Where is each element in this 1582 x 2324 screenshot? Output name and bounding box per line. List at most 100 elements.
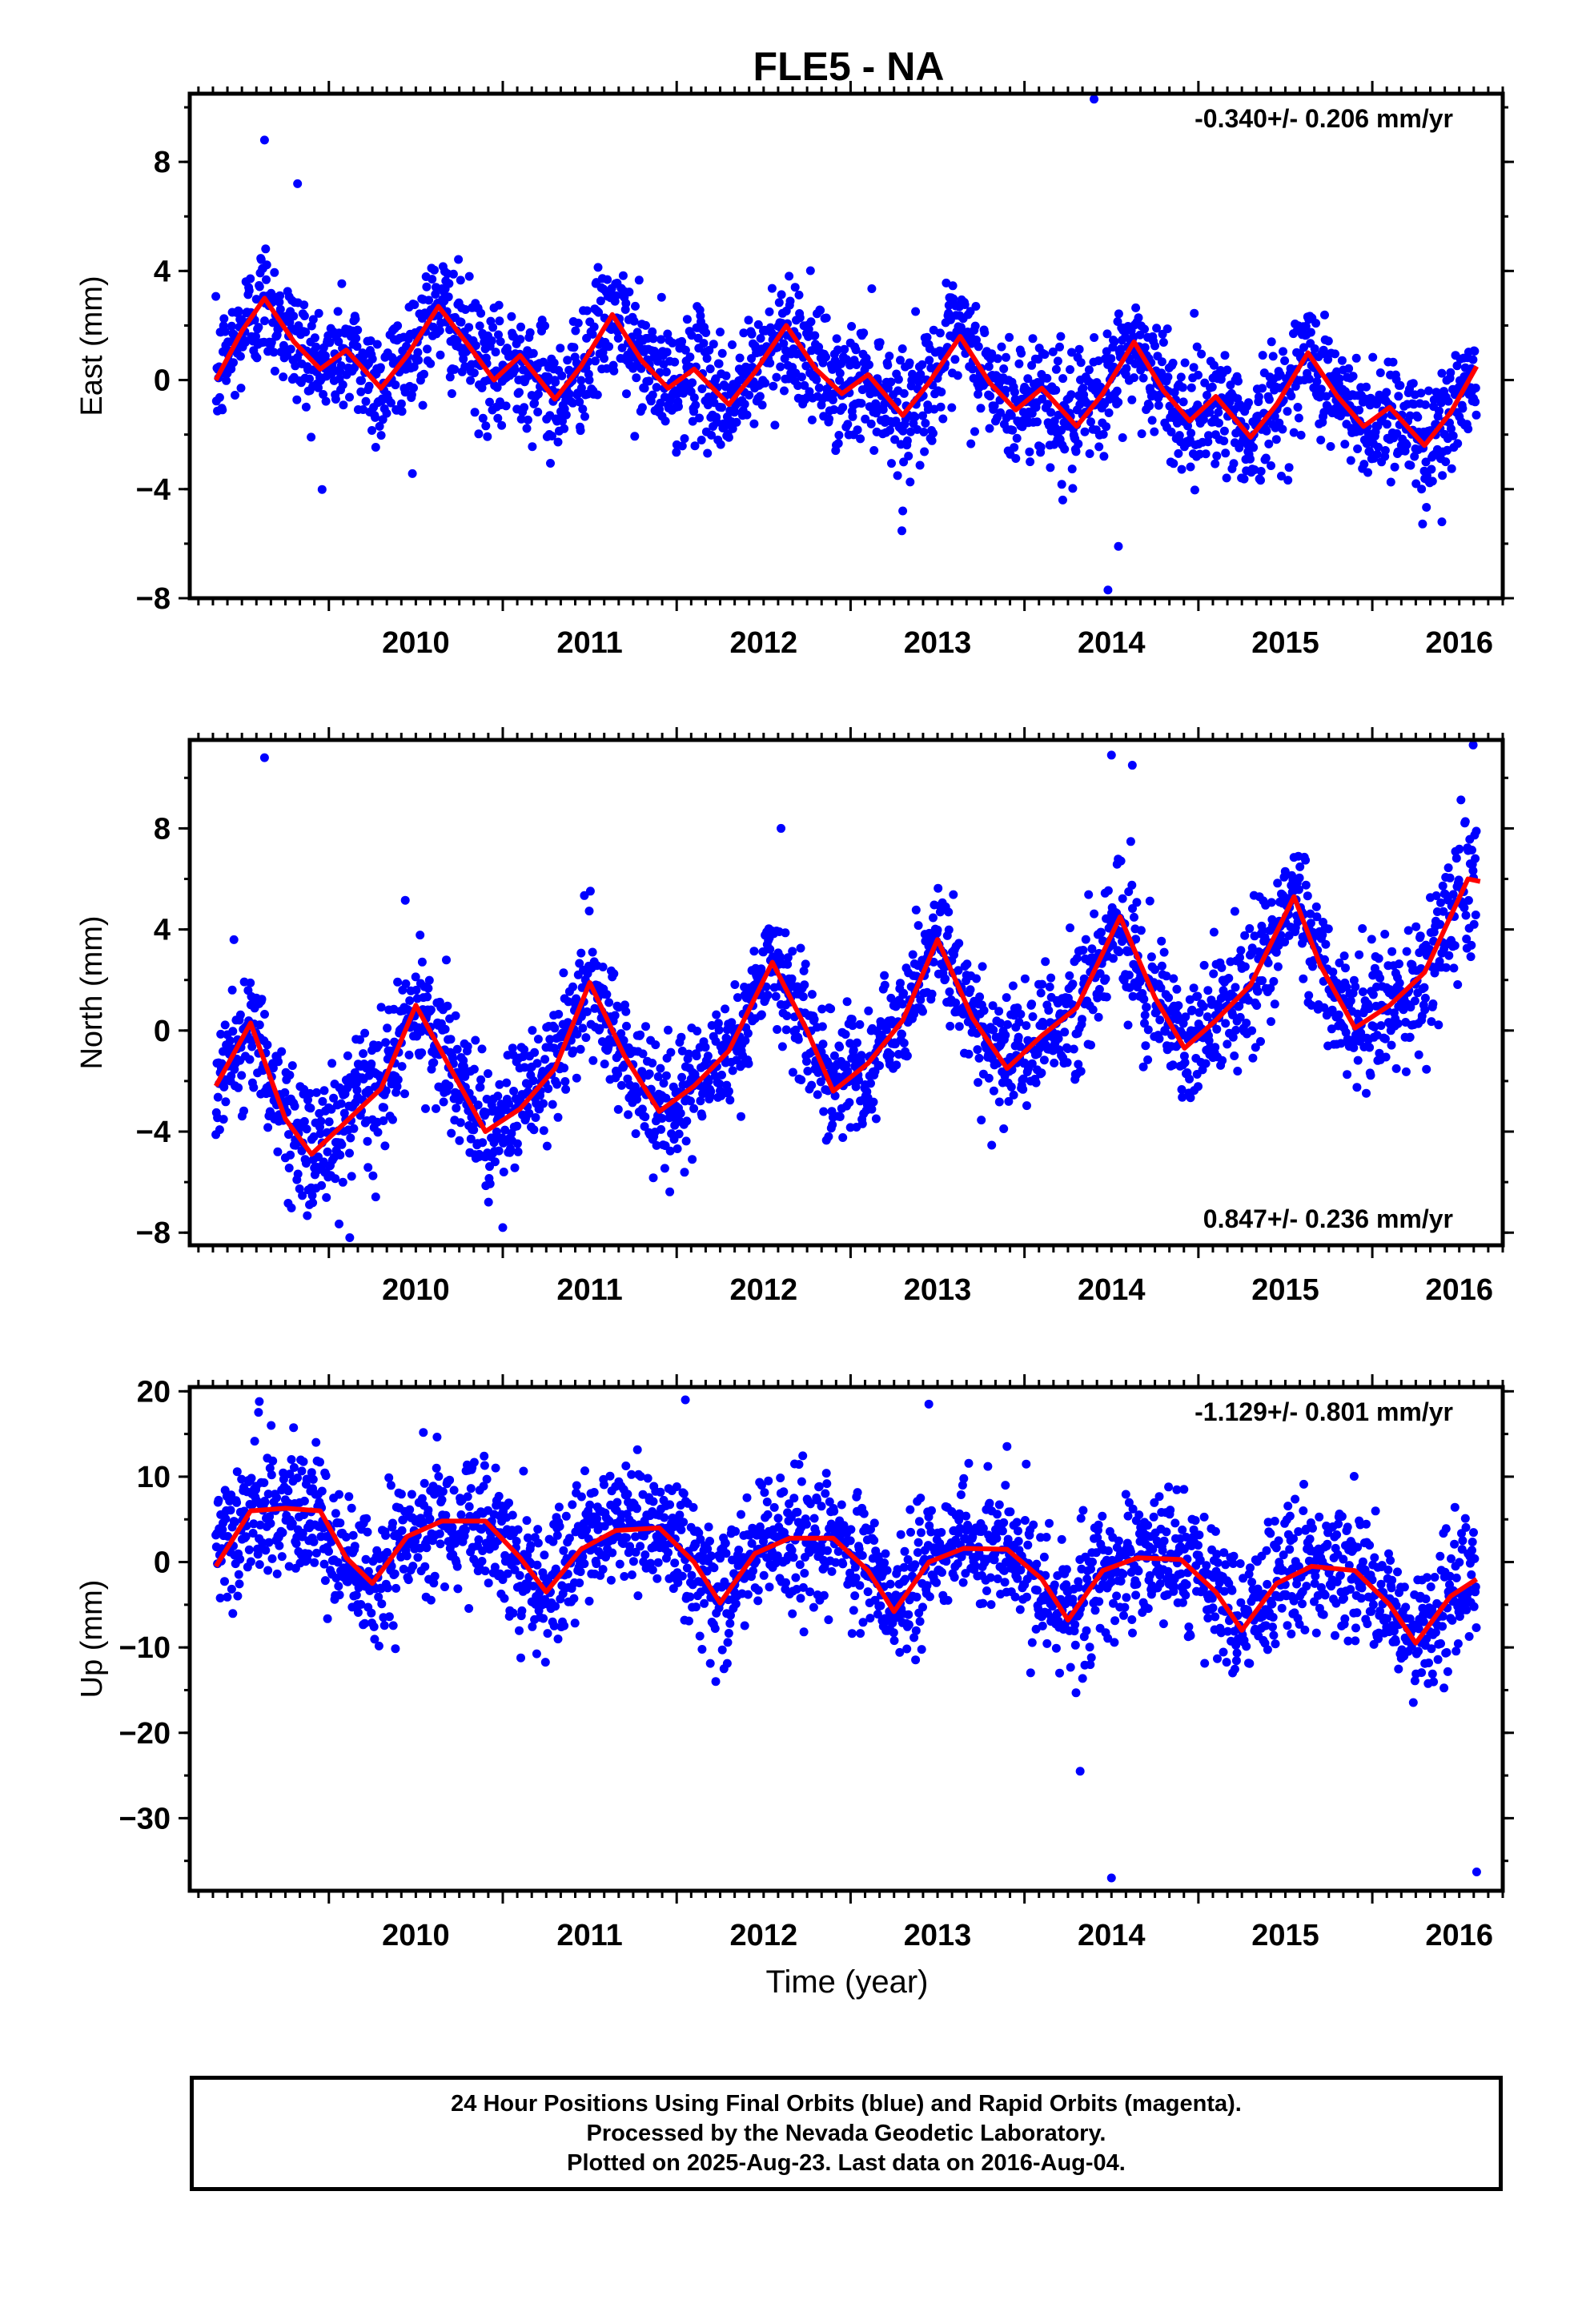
- data-point: [721, 371, 731, 380]
- data-point: [320, 351, 330, 360]
- data-point: [985, 424, 994, 433]
- data-point: [290, 1101, 299, 1111]
- data-point: [345, 392, 354, 402]
- data-point: [634, 275, 644, 285]
- data-point: [1229, 459, 1239, 468]
- data-point: [852, 360, 861, 369]
- data-point: [539, 1126, 548, 1136]
- data-point: [1048, 347, 1058, 356]
- data-point: [845, 1098, 854, 1108]
- data-point: [865, 360, 873, 369]
- data-point: [245, 1055, 255, 1064]
- data-point: [255, 282, 264, 292]
- data-point: [244, 286, 254, 296]
- data-point: [464, 323, 474, 332]
- data-point: [306, 1104, 315, 1113]
- data-point: [219, 1082, 229, 1092]
- data-point: [424, 296, 434, 305]
- data-point: [1074, 439, 1083, 448]
- data-point: [1185, 1074, 1195, 1084]
- data-point: [922, 332, 932, 342]
- data-point: [554, 1010, 564, 1019]
- data-point: [221, 1097, 231, 1107]
- data-point: [1023, 374, 1033, 384]
- data-point: [905, 477, 915, 487]
- data-point: [1472, 410, 1481, 420]
- data-point: [1240, 962, 1250, 971]
- data-point: [892, 1060, 901, 1070]
- data-point: [1106, 354, 1116, 364]
- data-point: [1197, 349, 1207, 359]
- outlier-point: [1090, 94, 1099, 104]
- data-point: [670, 357, 680, 367]
- data-point: [346, 1133, 355, 1143]
- data-point: [455, 1136, 464, 1145]
- data-point: [491, 348, 500, 357]
- data-point: [1422, 1064, 1431, 1074]
- data-point: [685, 352, 695, 362]
- data-point: [899, 1039, 909, 1047]
- data-point: [765, 307, 774, 316]
- data-point: [1368, 990, 1378, 999]
- data-point: [367, 1059, 376, 1068]
- data-point: [220, 1020, 230, 1030]
- data-point: [1231, 983, 1240, 992]
- data-point: [744, 316, 753, 325]
- data-point: [636, 364, 646, 373]
- data-point: [964, 1049, 974, 1059]
- data-point: [819, 1107, 829, 1116]
- data-point: [911, 905, 921, 915]
- data-point: [689, 1104, 699, 1113]
- data-point: [311, 1088, 321, 1097]
- data-point: [1222, 473, 1231, 483]
- data-point: [1001, 385, 1010, 395]
- data-point: [594, 308, 604, 317]
- data-point: [813, 1090, 822, 1100]
- data-point: [1146, 952, 1156, 962]
- data-point: [1084, 365, 1094, 375]
- data-point: [896, 979, 905, 988]
- data-point: [636, 1030, 645, 1039]
- data-point: [1046, 408, 1056, 417]
- data-point: [1033, 417, 1042, 427]
- data-point: [1027, 360, 1037, 370]
- data-point: [648, 1173, 658, 1183]
- data-point: [572, 1073, 581, 1083]
- data-point: [352, 342, 362, 352]
- data-point: [1405, 1032, 1415, 1042]
- data-point: [1366, 1071, 1375, 1080]
- data-point: [785, 296, 795, 306]
- y-tick-label: 8: [154, 812, 171, 846]
- data-point: [1453, 980, 1463, 989]
- data-point: [1402, 440, 1411, 449]
- data-point: [1279, 347, 1287, 356]
- data-point: [1078, 946, 1088, 955]
- data-point: [950, 355, 960, 364]
- data-point: [1415, 931, 1425, 941]
- data-point: [1068, 484, 1078, 493]
- data-point: [795, 313, 805, 323]
- outlier-point: [1058, 495, 1067, 505]
- data-point: [941, 974, 950, 983]
- data-point: [1346, 456, 1355, 465]
- data-point: [869, 1097, 878, 1107]
- data-point: [220, 327, 230, 336]
- data-point: [481, 421, 491, 431]
- data-point: [717, 348, 727, 358]
- data-point: [796, 943, 805, 953]
- data-point: [974, 342, 983, 352]
- data-point: [443, 1001, 452, 1011]
- data-point: [260, 316, 269, 326]
- data-point: [231, 391, 239, 400]
- data-point: [749, 947, 759, 956]
- data-point: [1283, 476, 1293, 485]
- data-point: [1219, 426, 1229, 436]
- data-point: [996, 408, 1006, 417]
- data-point: [1114, 397, 1123, 407]
- data-point: [1145, 401, 1154, 411]
- data-point: [728, 424, 737, 433]
- data-point: [506, 1144, 515, 1153]
- data-point: [648, 1059, 657, 1068]
- data-point: [1040, 350, 1050, 360]
- x-tick-label: 2015: [1251, 626, 1319, 660]
